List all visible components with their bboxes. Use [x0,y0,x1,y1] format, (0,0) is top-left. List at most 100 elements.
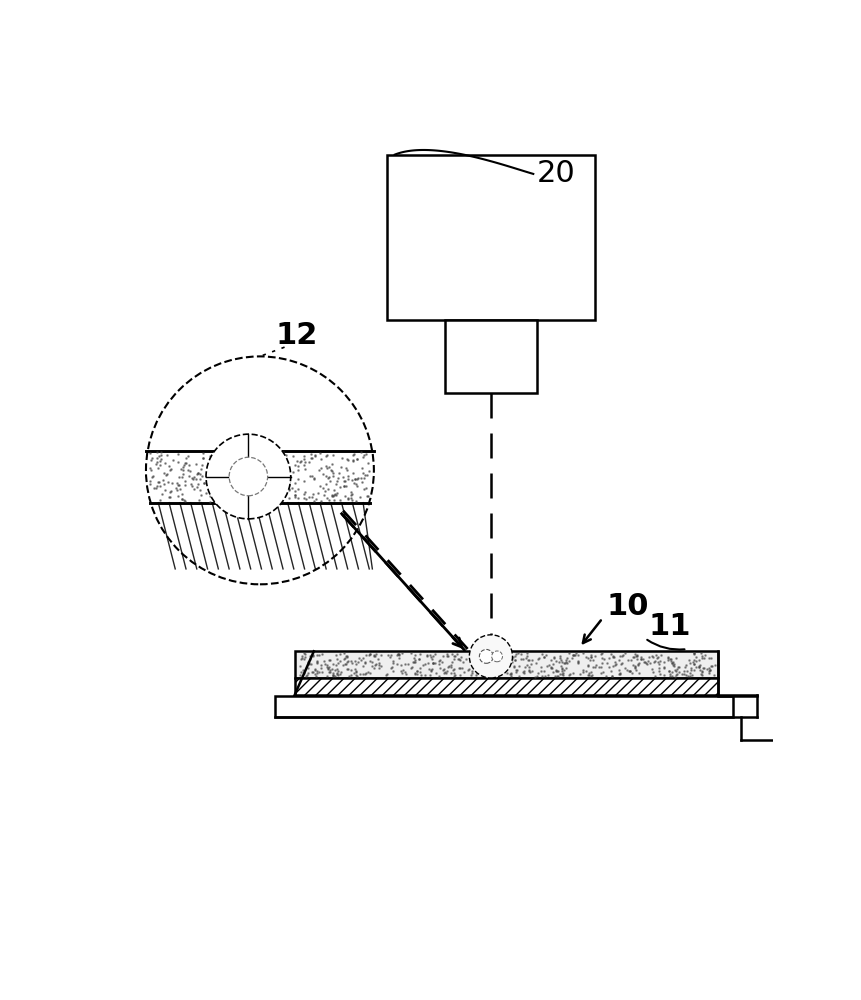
Point [172,477,186,493]
Point [319,476,333,492]
Point [431,656,445,672]
Point [338,473,352,489]
Point [182,448,195,464]
Point [466,654,480,670]
Point [330,661,344,677]
Point [295,648,309,664]
Point [322,469,336,485]
Point [662,663,676,679]
Point [329,476,343,492]
Point [451,651,465,667]
Point [160,466,174,482]
Point [232,486,245,502]
Point [328,668,342,684]
Point [355,460,369,476]
Point [153,453,167,469]
Point [341,661,355,677]
Point [511,658,525,674]
Point [263,471,276,487]
Point [195,457,208,473]
Point [239,458,253,474]
Point [318,656,331,672]
Point [393,647,406,663]
Point [445,646,459,662]
Point [319,483,332,499]
Text: 20: 20 [537,159,576,188]
Point [422,661,436,677]
Point [307,647,320,663]
Point [443,657,457,673]
Point [319,448,333,464]
Point [301,654,315,670]
Point [314,493,328,509]
Point [459,651,473,667]
Point [362,463,376,479]
Point [313,478,327,494]
Point [252,483,266,499]
Point [189,466,203,482]
Point [640,655,653,671]
Point [234,494,248,510]
Point [144,445,158,461]
Point [437,665,451,681]
Point [428,655,442,671]
Point [630,648,644,664]
Point [368,647,381,663]
Point [149,480,163,496]
Point [293,658,307,674]
Point [685,667,699,683]
Point [423,647,437,663]
Point [390,656,404,672]
Point [593,665,607,681]
Point [367,648,381,664]
Point [150,444,164,460]
Point [352,650,366,666]
Point [538,668,552,684]
Point [696,648,709,664]
Point [238,472,252,488]
Point [270,453,284,469]
Point [202,494,216,510]
Point [165,475,179,491]
Point [182,462,195,478]
Point [344,472,358,488]
Point [643,655,657,671]
Point [546,664,560,680]
Point [511,645,524,661]
Point [380,667,393,683]
Point [177,457,191,473]
Point [517,664,530,680]
Point [350,668,364,684]
Point [548,663,562,679]
Point [319,458,333,474]
Point [440,663,454,679]
Point [536,668,549,684]
Point [628,659,641,675]
Point [626,657,640,673]
Point [202,448,216,464]
Bar [276,696,734,717]
Point [479,657,492,673]
Point [708,657,722,673]
Point [193,492,207,508]
Point [607,649,621,665]
Point [585,659,599,675]
Point [338,488,351,504]
Point [208,470,222,486]
Point [347,475,361,491]
Point [650,650,664,666]
Point [302,656,316,672]
Point [703,660,716,676]
Point [496,660,510,676]
Point [169,480,183,496]
Point [223,452,237,468]
Point [557,662,571,678]
Point [323,652,337,668]
Point [331,473,344,489]
Point [253,490,267,506]
Point [326,667,340,683]
Point [228,486,242,502]
Point [334,459,348,475]
Point [595,650,609,666]
Point [489,666,503,682]
